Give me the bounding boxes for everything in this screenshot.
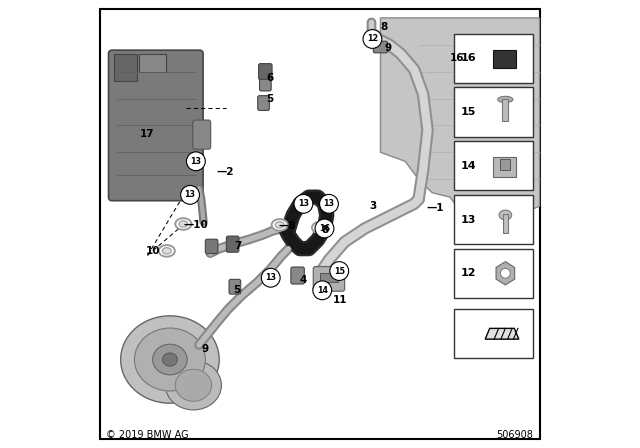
- Ellipse shape: [121, 316, 219, 403]
- Text: 17: 17: [140, 129, 154, 139]
- Ellipse shape: [370, 39, 381, 47]
- Text: 13: 13: [323, 199, 335, 208]
- FancyBboxPatch shape: [291, 267, 305, 284]
- Text: 14: 14: [460, 161, 476, 171]
- Text: 13: 13: [265, 273, 276, 282]
- Text: © 2019 BMW AG: © 2019 BMW AG: [106, 430, 189, 439]
- Text: 8: 8: [321, 225, 328, 235]
- Text: 8: 8: [380, 22, 388, 32]
- Bar: [454, 249, 533, 298]
- Bar: [454, 195, 533, 244]
- Ellipse shape: [165, 361, 221, 410]
- Bar: [454, 34, 533, 83]
- Text: 14: 14: [317, 286, 328, 295]
- FancyBboxPatch shape: [109, 50, 203, 201]
- Ellipse shape: [163, 248, 172, 254]
- Ellipse shape: [365, 30, 381, 42]
- Circle shape: [180, 185, 200, 204]
- Circle shape: [500, 268, 510, 278]
- Text: 11: 11: [333, 295, 347, 305]
- Bar: [320, 273, 338, 282]
- Text: 3: 3: [369, 201, 376, 211]
- Circle shape: [186, 152, 205, 171]
- Ellipse shape: [175, 218, 191, 230]
- Text: 13: 13: [191, 157, 202, 166]
- Ellipse shape: [159, 245, 175, 257]
- Circle shape: [363, 30, 382, 48]
- Bar: [139, 54, 166, 72]
- Bar: [500, 159, 510, 170]
- Text: —10: —10: [184, 220, 208, 230]
- Ellipse shape: [153, 344, 187, 375]
- Circle shape: [330, 262, 349, 280]
- FancyBboxPatch shape: [258, 96, 269, 110]
- Bar: [115, 54, 137, 81]
- Text: 5: 5: [233, 285, 241, 295]
- Text: 16: 16: [319, 224, 330, 233]
- Text: 13: 13: [184, 190, 196, 199]
- Ellipse shape: [163, 353, 177, 366]
- FancyBboxPatch shape: [259, 64, 272, 80]
- Text: —8: —8: [279, 221, 296, 231]
- Text: 13: 13: [460, 215, 476, 224]
- Text: 13: 13: [298, 199, 309, 208]
- Text: 506908: 506908: [496, 430, 533, 439]
- Circle shape: [319, 194, 339, 213]
- Text: 7: 7: [234, 241, 241, 251]
- Ellipse shape: [134, 328, 205, 391]
- FancyBboxPatch shape: [193, 120, 211, 149]
- FancyBboxPatch shape: [260, 79, 271, 91]
- Ellipse shape: [316, 224, 324, 231]
- Ellipse shape: [372, 40, 378, 45]
- Ellipse shape: [369, 33, 378, 39]
- Circle shape: [313, 281, 332, 300]
- Bar: [493, 50, 516, 68]
- FancyBboxPatch shape: [373, 41, 388, 53]
- Ellipse shape: [498, 96, 513, 103]
- Text: —1: —1: [427, 203, 444, 213]
- Text: 9: 9: [385, 43, 392, 53]
- Bar: [454, 309, 533, 358]
- Polygon shape: [496, 262, 515, 285]
- FancyBboxPatch shape: [227, 236, 239, 252]
- Polygon shape: [485, 328, 519, 339]
- Text: 16: 16: [450, 53, 465, 63]
- Text: 15: 15: [334, 267, 345, 276]
- Polygon shape: [380, 18, 540, 224]
- Ellipse shape: [271, 219, 288, 231]
- Bar: [502, 214, 508, 233]
- Text: —2: —2: [216, 168, 234, 177]
- Circle shape: [315, 219, 334, 238]
- Circle shape: [261, 268, 280, 287]
- Bar: [502, 99, 509, 121]
- FancyBboxPatch shape: [229, 280, 241, 294]
- FancyBboxPatch shape: [314, 267, 344, 291]
- Circle shape: [294, 194, 313, 213]
- Text: 6: 6: [266, 73, 273, 83]
- Text: 5: 5: [266, 95, 273, 104]
- Ellipse shape: [275, 222, 284, 228]
- Bar: [454, 141, 533, 190]
- Ellipse shape: [179, 221, 188, 227]
- Bar: [454, 87, 533, 137]
- Text: 15: 15: [460, 107, 476, 117]
- Text: 4: 4: [300, 275, 307, 285]
- FancyBboxPatch shape: [205, 239, 218, 254]
- Bar: [493, 157, 516, 177]
- Text: 12: 12: [460, 268, 476, 278]
- Text: 10: 10: [146, 246, 161, 256]
- Ellipse shape: [175, 369, 212, 401]
- Ellipse shape: [499, 210, 511, 220]
- Text: 16: 16: [460, 53, 476, 63]
- Text: 9: 9: [202, 345, 209, 354]
- Ellipse shape: [312, 222, 328, 233]
- Text: 12: 12: [367, 34, 378, 43]
